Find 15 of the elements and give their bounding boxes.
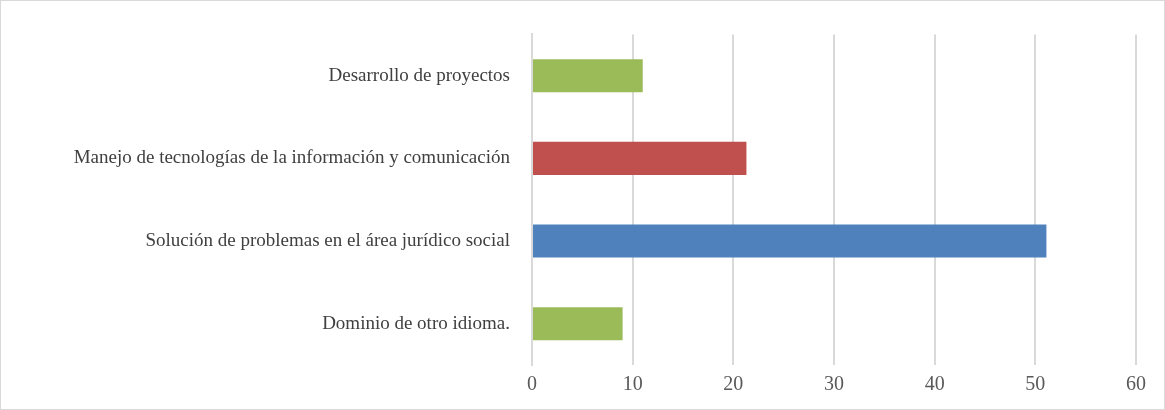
bar (533, 59, 643, 93)
x-tick-label: 60 (1126, 372, 1146, 395)
y-tick-label: Dominio de otro idioma. (322, 311, 510, 333)
x-tick-label: 40 (924, 372, 945, 395)
x-tick-label: 30 (824, 372, 844, 395)
x-tick-label: 0 (527, 372, 537, 395)
x-tick-label: 50 (1025, 372, 1046, 395)
x-tick-label: 20 (723, 372, 744, 395)
x-tick-label: 10 (622, 372, 643, 395)
y-tick-label: Manejo de tecnologías de la información y comunicación (73, 146, 511, 168)
y-tick-label: Solución de problemas en el área jurídico social (145, 229, 510, 251)
bar (533, 224, 1047, 258)
bar (533, 307, 623, 341)
bar (533, 141, 747, 175)
y-tick-label: Desarrollo de proyectos (328, 63, 510, 85)
